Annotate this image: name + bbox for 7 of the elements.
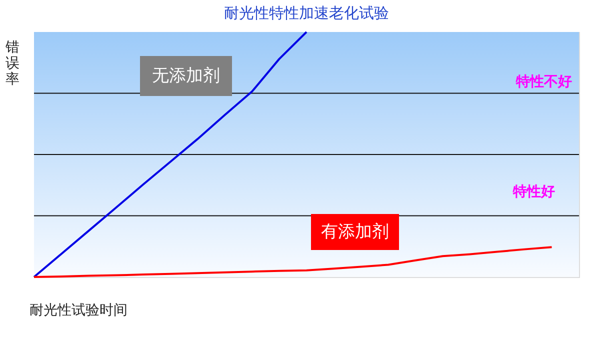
- series-label: 无添加剂: [152, 66, 220, 86]
- series-label: 有添加剂: [321, 222, 389, 242]
- x-axis-title: 耐光性试验时间: [30, 302, 128, 318]
- chart-title: 耐光性特性加速老化试验: [224, 4, 389, 22]
- y-axis-title: 错误率: [4, 40, 20, 88]
- annotation: 特性不好: [515, 74, 572, 90]
- annotation: 特性好: [512, 184, 555, 200]
